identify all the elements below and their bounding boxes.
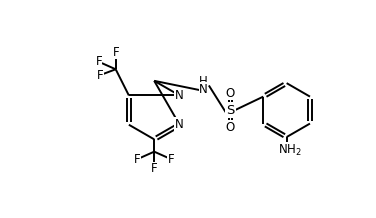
Text: O: O bbox=[226, 121, 235, 134]
Text: F: F bbox=[97, 69, 104, 82]
Text: N: N bbox=[175, 118, 184, 131]
Text: H: H bbox=[199, 75, 208, 88]
Text: N: N bbox=[199, 83, 208, 96]
Text: S: S bbox=[226, 104, 235, 117]
Text: F: F bbox=[96, 55, 102, 68]
Text: O: O bbox=[226, 87, 235, 100]
Text: F: F bbox=[134, 153, 141, 166]
Text: NH$_2$: NH$_2$ bbox=[278, 143, 302, 158]
Text: N: N bbox=[175, 89, 184, 102]
Text: F: F bbox=[151, 162, 158, 175]
Text: F: F bbox=[112, 46, 119, 59]
Text: F: F bbox=[168, 153, 174, 166]
